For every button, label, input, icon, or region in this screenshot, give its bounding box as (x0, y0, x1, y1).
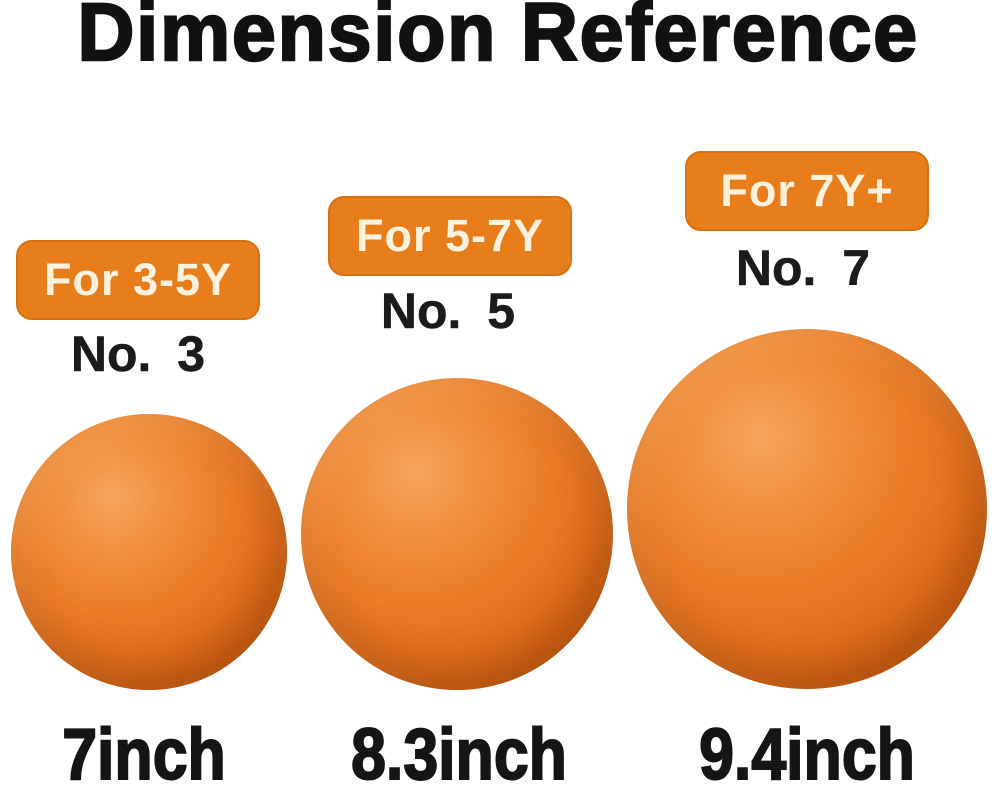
age-badge-large: For 7Y+ (685, 151, 929, 231)
age-badge-large-label: For 7Y+ (720, 165, 894, 216)
ball-photo-large (627, 329, 987, 689)
size-label-medium-text: 8.3inch (350, 715, 568, 794)
ball-photo-small (11, 414, 287, 690)
size-label-medium: 8.3inch (335, 715, 583, 794)
size-label-small-text: 7inch (61, 715, 226, 794)
age-badge-small-label: For 3-5Y (43, 254, 233, 305)
page-title-text: Dimension Reference (76, 0, 919, 78)
age-badge-small: For 3-5Y (16, 240, 260, 320)
age-badge-medium: For 5-7Y (328, 196, 572, 276)
ball-photo-medium (301, 378, 613, 690)
ball-number-medium: No. 5 (380, 283, 516, 339)
ball-number-large: No. 7 (735, 240, 871, 296)
size-label-large: 9.4inch (683, 715, 931, 794)
size-label-large-text: 9.4inch (698, 715, 916, 794)
age-badge-medium-label: For 5-7Y (355, 210, 545, 261)
ball-number-small: No. 3 (70, 326, 206, 382)
size-label-small: 7inch (50, 715, 238, 794)
page-title: Dimension Reference (0, 0, 996, 78)
